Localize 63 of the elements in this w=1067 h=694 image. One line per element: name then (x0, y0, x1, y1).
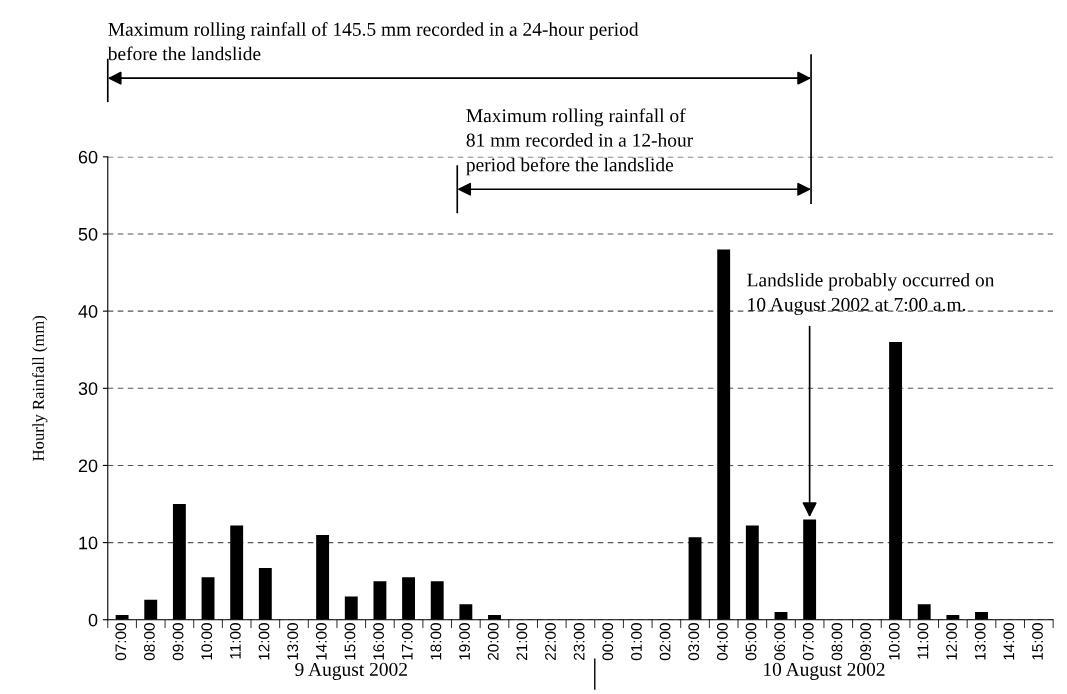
x-tick-label: 13:00 (974, 623, 986, 660)
x-tick-label: 12:00 (946, 623, 957, 660)
x-tick-label: 01:00 (631, 623, 642, 661)
bar (717, 249, 731, 620)
bar (316, 534, 330, 620)
y-tick-label: 0 (88, 613, 98, 627)
x-tick-label: 02:00 (659, 623, 671, 661)
bar (402, 577, 416, 620)
y-tick-label: 30 (78, 382, 98, 396)
x-tick-label: 22:00 (545, 623, 556, 660)
x-tick-label: 20:00 (487, 623, 499, 660)
x-tick-label: 07:00 (802, 623, 814, 661)
y-axis-title: Hourly Rainfall (mm) (32, 315, 48, 461)
x-tick-label: 09:00 (172, 623, 184, 661)
bar (201, 577, 215, 620)
x-tick-label: 06:00 (774, 623, 786, 661)
bar (344, 596, 358, 620)
x-tick-label: 13:00 (287, 623, 299, 660)
bar (172, 504, 186, 620)
x-tick-label: 18:00 (430, 623, 442, 660)
x-tick-label: 09:00 (860, 623, 872, 661)
x-tick-label: 12:00 (258, 623, 270, 660)
annotation: Maximum rolling rainfall of 81 mm recorded in a 12-hour period before the landslide (466, 108, 694, 176)
x-tick-label: 14:00 (315, 623, 327, 660)
x-tick-label: 03:00 (688, 623, 700, 661)
x-tick-label: 15:00 (344, 623, 356, 660)
x-tick-label: 00:00 (602, 623, 614, 661)
x-tick-label: 17:00 (401, 623, 413, 660)
x-tick-label: 21:00 (516, 623, 528, 660)
y-tick-label: 20 (78, 459, 98, 473)
bar (889, 342, 903, 620)
bar (459, 604, 473, 620)
bar (430, 581, 444, 620)
bar (230, 525, 244, 620)
x-tick-label: 08:00 (144, 623, 155, 661)
x-tick-label: 10:00 (888, 623, 900, 660)
x-tick-label: 11:00 (229, 623, 241, 659)
bar (917, 604, 931, 620)
y-tick-label: 60 (78, 150, 98, 164)
annotation: Landslide probably occurred on 10 August 2002 at 7:00 a.m. (747, 272, 995, 315)
bar (745, 525, 759, 620)
x-tick-label: 11:00 (917, 623, 929, 659)
x-tick-label: 23:00 (573, 623, 585, 660)
bar (144, 599, 158, 620)
y-tick-label: 40 (78, 305, 98, 318)
x-tick-label: 07:00 (115, 623, 127, 661)
x-tick-label: 16:00 (373, 623, 385, 660)
x-tick-label: 19:00 (459, 623, 470, 660)
bar (975, 612, 988, 620)
text: Maximum rolling rainfall of 145.5 mm recorded in a 24-hour period before the landslide (107, 22, 639, 61)
x-tick-label: 08:00 (831, 623, 843, 661)
bar (258, 568, 272, 620)
bar (373, 581, 387, 620)
x-tick-label: 10:00 (201, 623, 213, 660)
y-tick-label: 10 (79, 536, 98, 550)
bar (688, 537, 702, 620)
x-tick-label: 14:00 (1003, 623, 1015, 660)
x-tick-label: 04:00 (716, 623, 728, 661)
y-tick-label: 50 (78, 227, 98, 241)
x-tick-label: 15:00 (1032, 623, 1043, 660)
text: 9 August 2002 (295, 662, 407, 680)
x-tick-label: 05:00 (745, 623, 757, 661)
text: 10 August 2002 (764, 662, 885, 680)
